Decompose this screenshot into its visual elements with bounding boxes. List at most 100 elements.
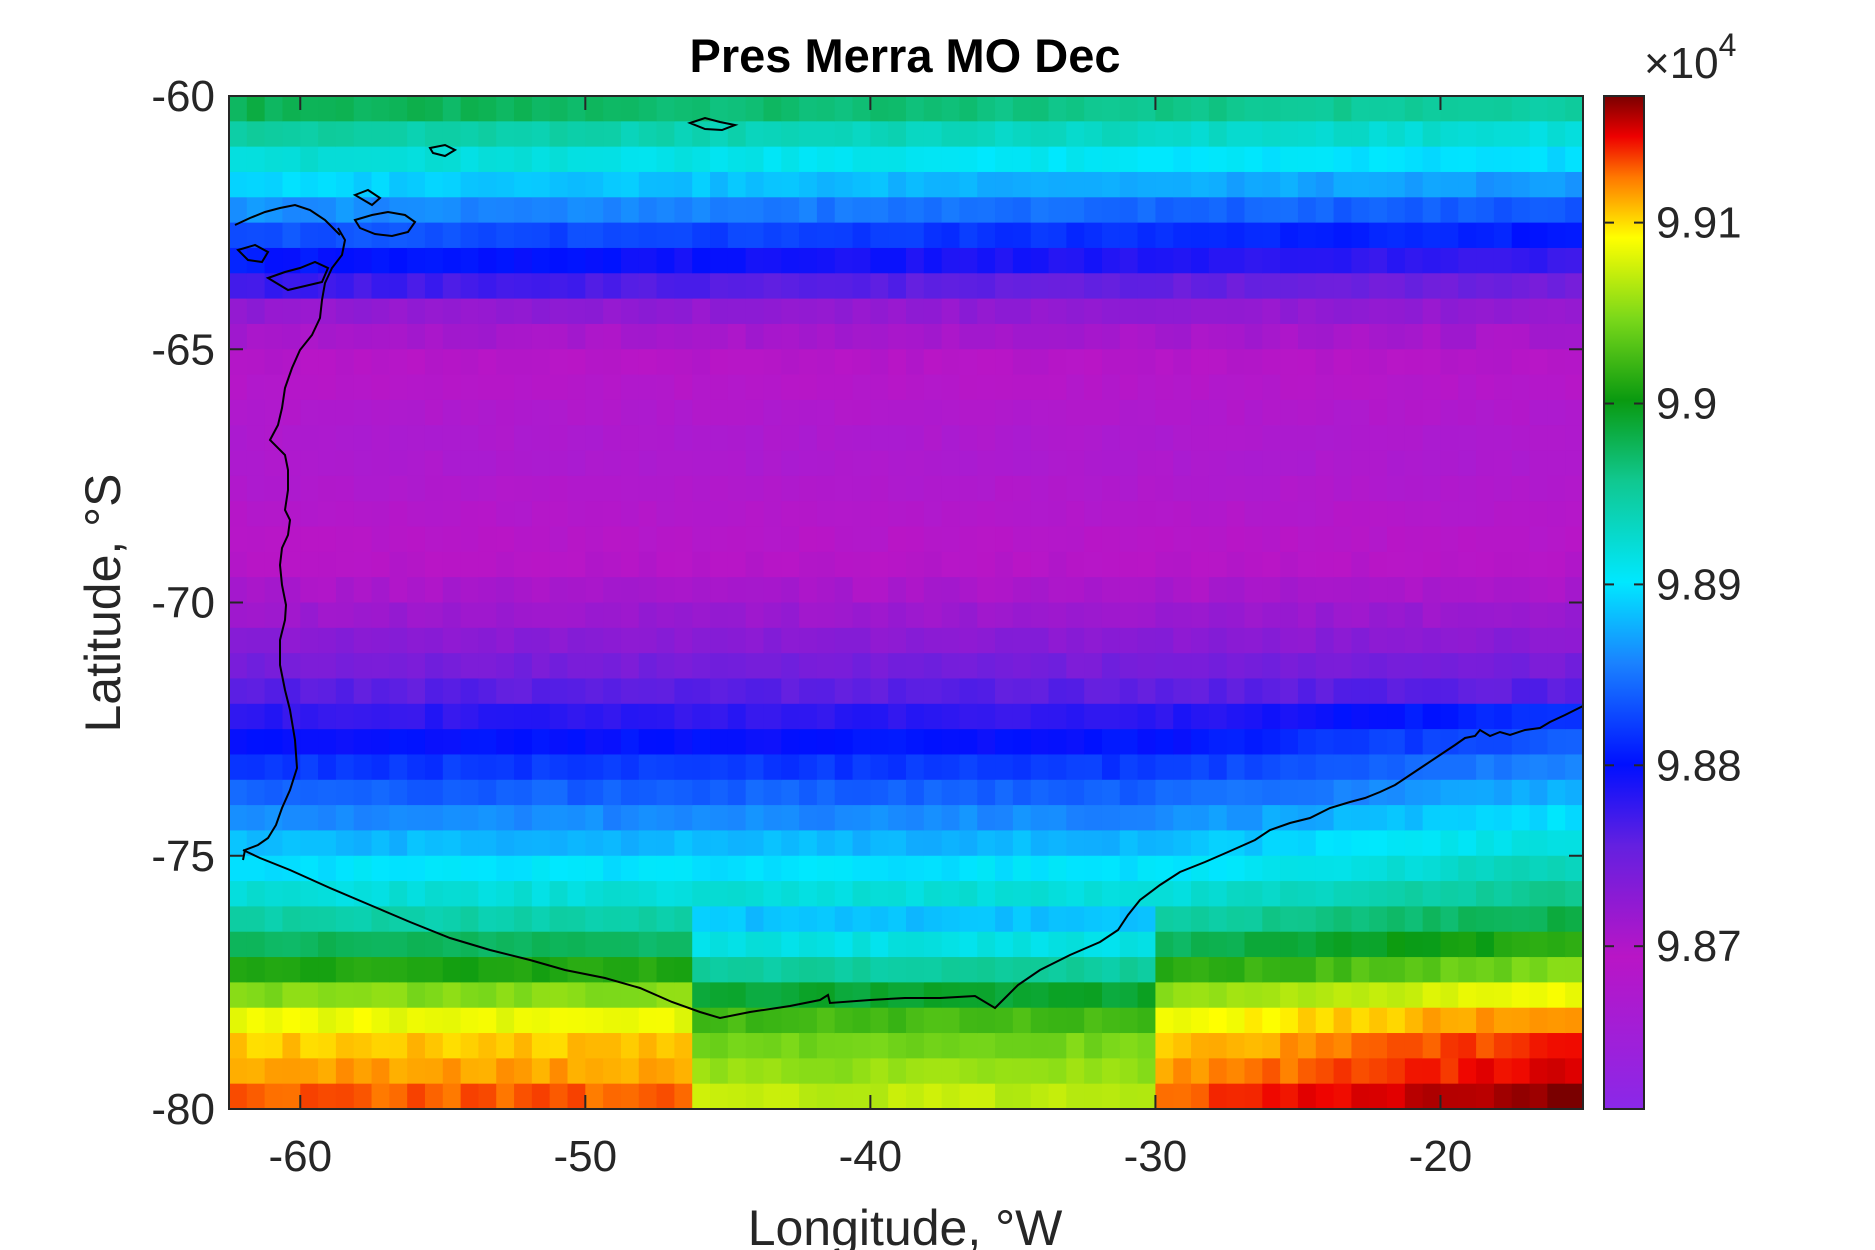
heatmap-cell (1351, 855, 1370, 882)
heatmap-cell (1565, 577, 1583, 604)
heatmap-cell (229, 399, 248, 426)
heatmap-cell (1333, 982, 1352, 1009)
heatmap-cell (1262, 323, 1281, 350)
heatmap-cell (1565, 526, 1583, 553)
heatmap-cell (906, 96, 925, 122)
heatmap-cell (531, 298, 551, 325)
heatmap-cell (834, 627, 854, 654)
heatmap-cell (1226, 222, 1246, 249)
heatmap-cell (781, 1007, 800, 1034)
heatmap-cell (1565, 374, 1583, 401)
heatmap-cell (692, 399, 711, 426)
heatmap-cell (300, 855, 319, 882)
heatmap-cell (834, 602, 854, 629)
heatmap-cell (1226, 754, 1246, 781)
heatmap-cell (1511, 1033, 1531, 1059)
heatmap-cell (1565, 197, 1583, 224)
heatmap-cell (1012, 678, 1032, 705)
heatmap-cell (1048, 653, 1067, 680)
heatmap-cell (1244, 526, 1263, 553)
heatmap-cell (745, 526, 765, 553)
heatmap-cell (424, 501, 444, 528)
heatmap-cell (1387, 349, 1406, 376)
heatmap-cell (1369, 96, 1388, 122)
heatmap-cell (264, 146, 284, 173)
heatmap-cell (959, 577, 978, 604)
heatmap-cell (1208, 805, 1228, 832)
heatmap-cell (1351, 602, 1370, 629)
heatmap-cell (1351, 805, 1370, 832)
heatmap-cell (264, 754, 284, 781)
heatmap-cell (1476, 349, 1495, 376)
heatmap-cell (1137, 627, 1157, 654)
heatmap-cell (1351, 1058, 1370, 1085)
heatmap-cell (620, 577, 640, 604)
heatmap-cell (371, 678, 390, 705)
heatmap-cell (407, 526, 426, 553)
heatmap-cell (1030, 197, 1050, 224)
heatmap-cell (1084, 982, 1103, 1009)
heatmap-cell (1244, 779, 1263, 806)
heatmap-cell (1351, 754, 1370, 781)
heatmap-cell (246, 551, 266, 578)
heatmap-cell (816, 551, 836, 578)
heatmap-cell (1208, 881, 1228, 908)
heatmap-cell (995, 1007, 1014, 1034)
heatmap-cell (335, 197, 355, 224)
heatmap-cell (727, 374, 747, 401)
heatmap-cell (1404, 349, 1424, 376)
heatmap-cell (585, 323, 604, 350)
heatmap-cell (282, 349, 301, 376)
heatmap-cell (1369, 729, 1388, 756)
heatmap-cell (1048, 247, 1067, 274)
heatmap-cell (1226, 703, 1246, 730)
heatmap-cell (567, 349, 586, 376)
heatmap-cell (478, 830, 497, 857)
heatmap-cell (478, 298, 497, 325)
heatmap-cell (1012, 577, 1032, 604)
heatmap-cell (656, 96, 675, 122)
heatmap-cell (977, 222, 996, 249)
heatmap-cell (710, 577, 729, 604)
heatmap-cell (1101, 602, 1121, 629)
heatmap-cell (763, 425, 782, 452)
heatmap-cell (834, 957, 854, 983)
heatmap-cell (1191, 501, 1210, 528)
heatmap-cell (977, 703, 996, 730)
heatmap-cell (1173, 602, 1192, 629)
heatmap-cell (1155, 830, 1174, 857)
heatmap-cell (1511, 602, 1531, 629)
heatmap-cell (246, 855, 266, 882)
heatmap-cell (1565, 855, 1583, 882)
heatmap-cell (371, 96, 390, 122)
heatmap-cell (585, 754, 604, 781)
heatmap-cell (674, 678, 693, 705)
heatmap-cell (1244, 551, 1263, 578)
heatmap-cell (692, 273, 711, 300)
heatmap-cell (906, 830, 925, 857)
heatmap-cell (959, 1007, 978, 1034)
heatmap-cell (603, 298, 622, 325)
heatmap-cell (1262, 273, 1281, 300)
heatmap-cell (852, 349, 871, 376)
heatmap-cell (620, 1007, 640, 1034)
heatmap-cell (638, 450, 658, 477)
heatmap-cell (1387, 273, 1406, 300)
heatmap-cell (1387, 881, 1406, 908)
heatmap-cell (1351, 247, 1370, 274)
heatmap-cell (1511, 197, 1531, 224)
heatmap-cell (549, 349, 569, 376)
heatmap-cell (1511, 146, 1531, 173)
heatmap-cell (674, 1033, 693, 1059)
heatmap-cell (674, 779, 693, 806)
heatmap-cell (995, 96, 1014, 122)
heatmap-cell (852, 703, 871, 730)
heatmap-cell (656, 805, 675, 832)
heatmap-cell (888, 653, 907, 680)
heatmap-cell (1404, 121, 1424, 148)
heatmap-cell (1208, 957, 1228, 983)
heatmap-cell (1493, 399, 1513, 426)
heatmap-cell (1244, 855, 1263, 882)
heatmap-cell (1226, 197, 1246, 224)
heatmap-cell (692, 906, 711, 933)
